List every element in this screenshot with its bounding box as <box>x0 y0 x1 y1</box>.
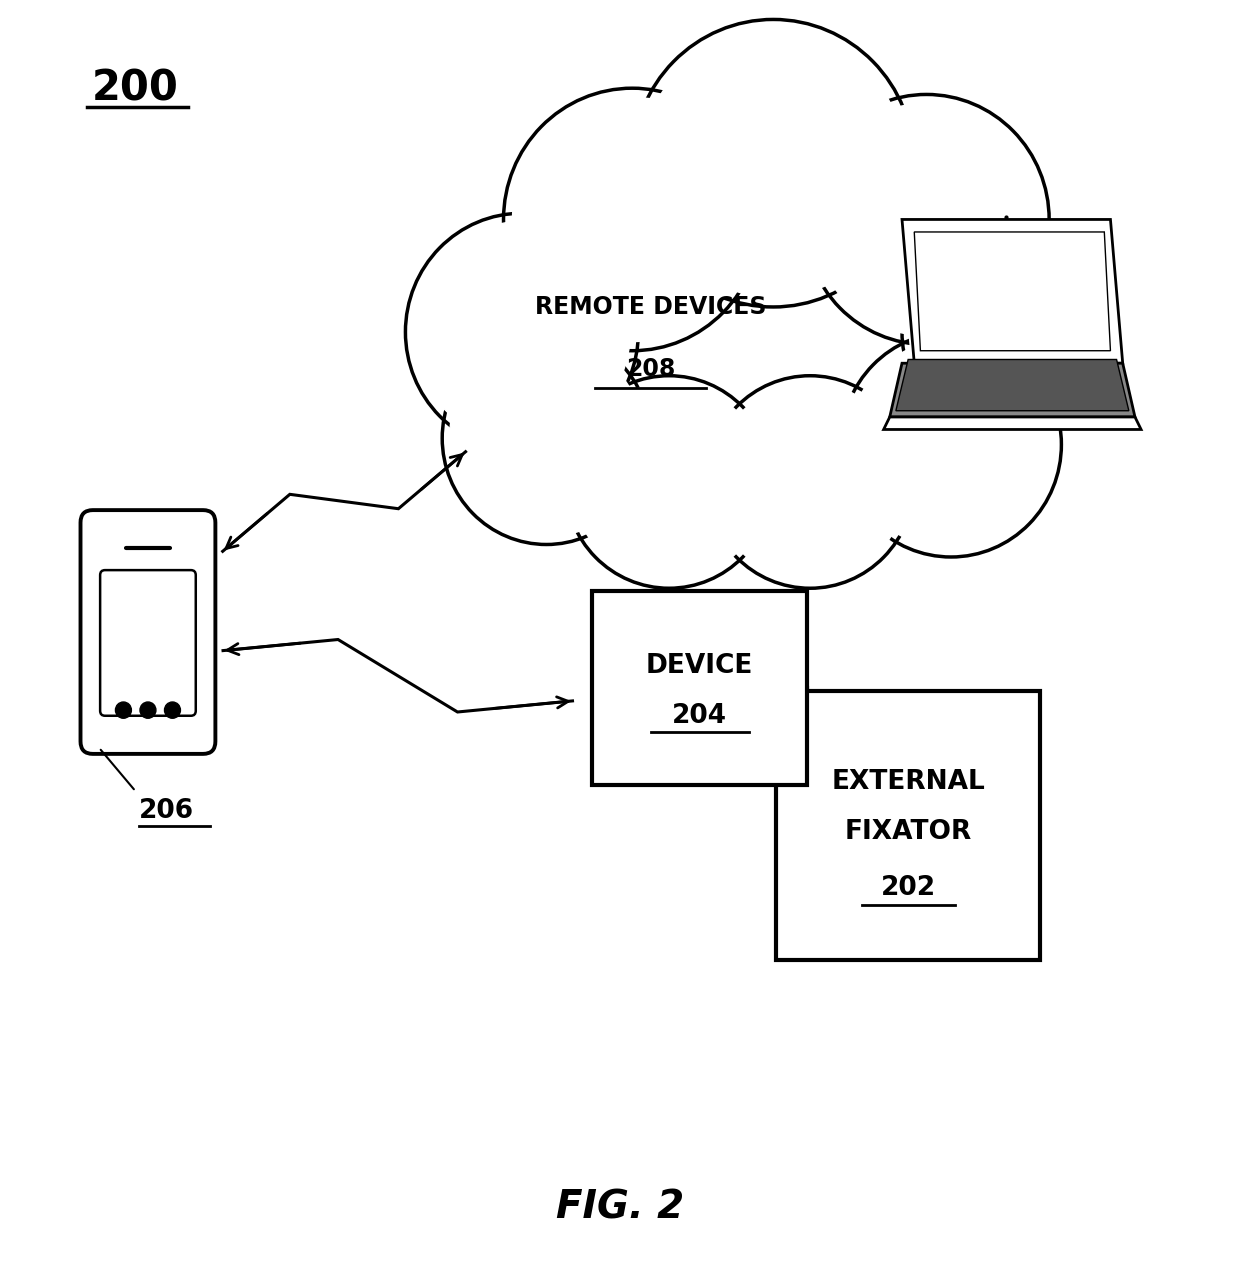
Text: 200: 200 <box>92 67 179 109</box>
Circle shape <box>632 19 914 307</box>
Circle shape <box>443 332 651 545</box>
Text: FIXATOR: FIXATOR <box>844 819 972 846</box>
Circle shape <box>804 95 1049 345</box>
Text: 206: 206 <box>139 798 195 824</box>
Text: DEVICE: DEVICE <box>646 652 754 679</box>
Circle shape <box>713 383 906 580</box>
Circle shape <box>909 233 1104 431</box>
Text: 208: 208 <box>626 358 676 382</box>
Circle shape <box>512 97 751 341</box>
Circle shape <box>841 332 1061 557</box>
Text: EXTERNAL: EXTERNAL <box>831 769 985 795</box>
FancyBboxPatch shape <box>100 570 196 715</box>
FancyBboxPatch shape <box>593 592 807 785</box>
Circle shape <box>572 383 766 580</box>
Polygon shape <box>890 363 1135 417</box>
Circle shape <box>165 702 181 718</box>
FancyBboxPatch shape <box>81 511 216 753</box>
Circle shape <box>706 375 914 588</box>
Text: 204: 204 <box>672 703 727 729</box>
Circle shape <box>503 88 761 350</box>
Text: REMOTE DEVICES: REMOTE DEVICES <box>534 295 766 319</box>
Circle shape <box>848 340 1054 549</box>
Circle shape <box>115 702 131 718</box>
Circle shape <box>405 214 639 451</box>
Circle shape <box>565 375 774 588</box>
Circle shape <box>642 29 904 297</box>
Polygon shape <box>901 220 1122 363</box>
FancyBboxPatch shape <box>776 691 1040 961</box>
Text: 202: 202 <box>880 875 936 901</box>
Polygon shape <box>895 359 1128 411</box>
Circle shape <box>140 702 156 718</box>
Text: FIG. 2: FIG. 2 <box>556 1188 684 1226</box>
Polygon shape <box>914 233 1111 350</box>
Circle shape <box>812 104 1040 336</box>
Circle shape <box>414 221 630 442</box>
Circle shape <box>901 226 1111 439</box>
Polygon shape <box>884 417 1141 430</box>
Circle shape <box>450 340 644 537</box>
